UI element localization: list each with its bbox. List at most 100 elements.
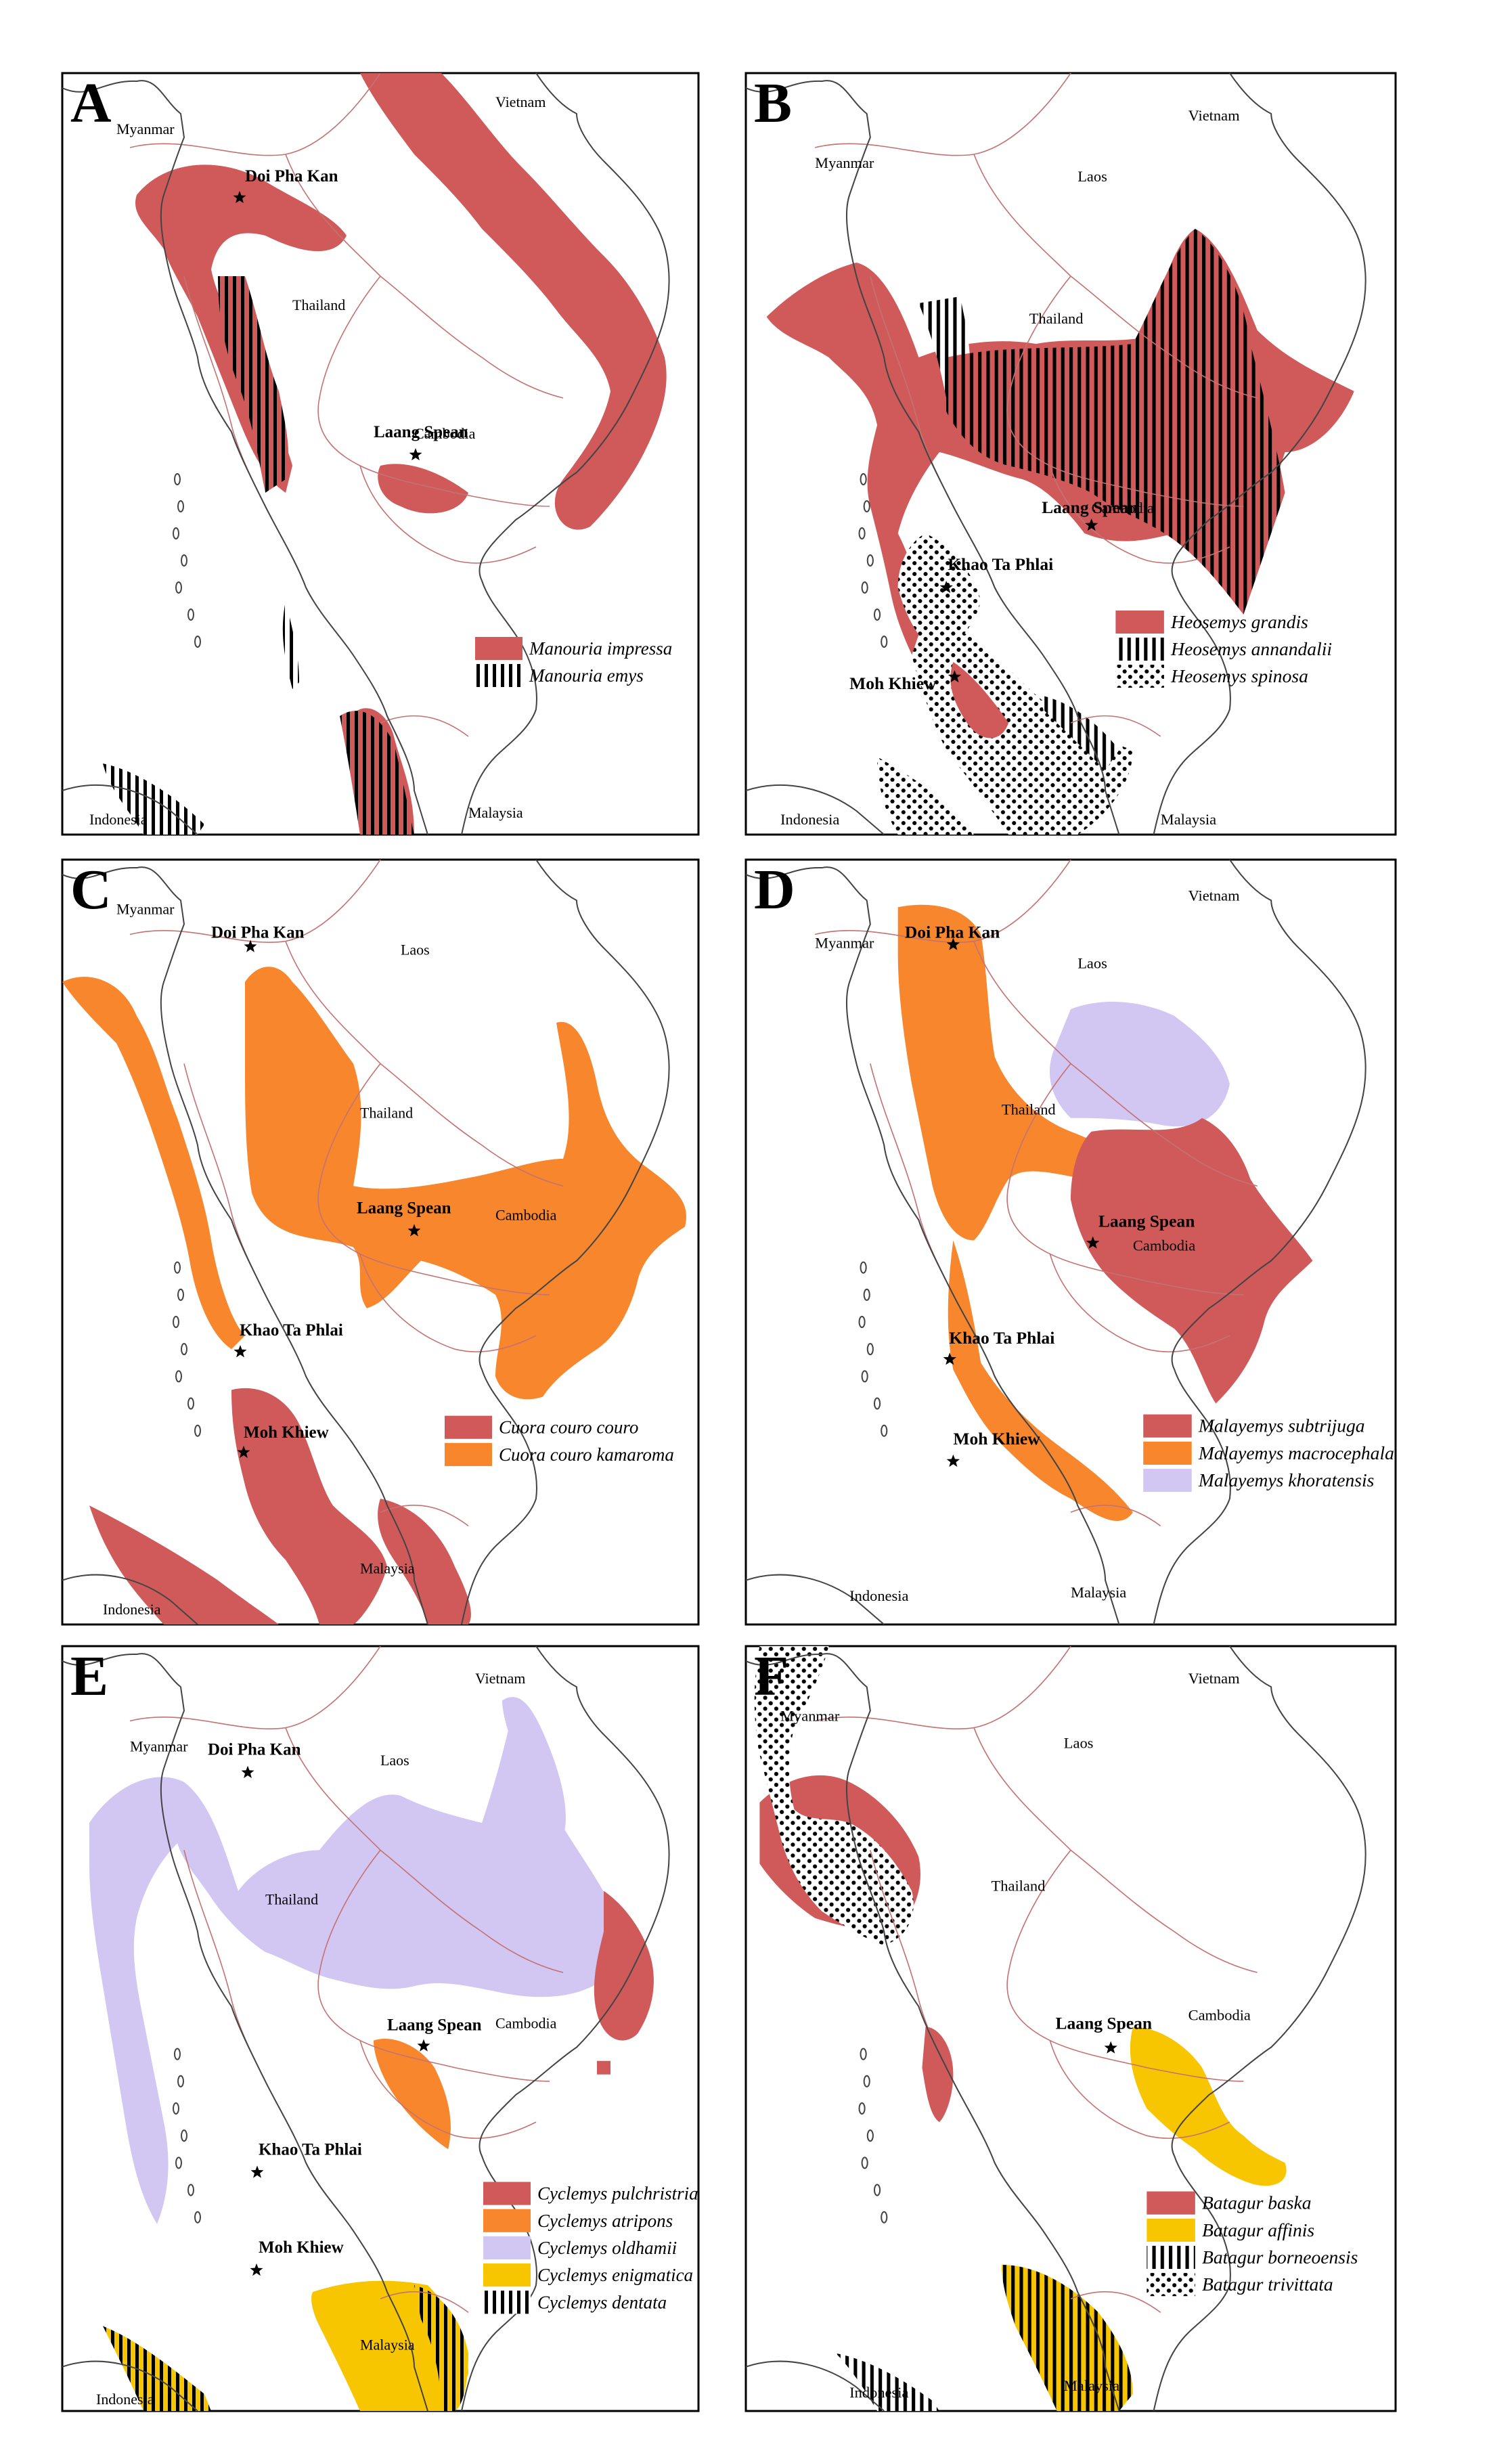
range-shape-3 (946, 229, 1285, 615)
map-content: Myanmar Vietnam Thailand Cambodia Indonesia M… (62, 73, 672, 835)
island (881, 2211, 888, 2224)
legend-swatch (1147, 2191, 1195, 2215)
map-panel-a: Myanmar Vietnam Thailand Cambodia Indonesia M… (61, 72, 700, 836)
site-star-icon (1084, 518, 1098, 531)
legend-swatch (475, 637, 522, 660)
map-body: Myanmar Vietnam Laos Thailand Cambodia Malays… (62, 1646, 698, 2411)
panel-letter: B (754, 72, 792, 135)
site-label: Doi Pha Kan (211, 923, 305, 942)
island (175, 2157, 182, 2169)
country-label: Thailand (1029, 310, 1084, 327)
site-star-icon (409, 448, 422, 461)
country-label: Indonesia (849, 2384, 908, 2401)
country-border (285, 941, 564, 1187)
country-border (1006, 275, 1244, 507)
range-shape-7 (414, 2285, 468, 2411)
island (181, 2129, 187, 2142)
country-border (814, 73, 1071, 156)
range-shape-3 (594, 1890, 654, 2041)
coastline (62, 73, 670, 835)
range-shape-7 (340, 711, 414, 835)
site-star-icon (1086, 1236, 1100, 1249)
site-star-icon (250, 2263, 263, 2276)
legend-label: Malayemys khoratensis (1198, 1470, 1374, 1490)
range-shape-5 (912, 615, 1133, 835)
site-label: Khao Ta Phlai (949, 1329, 1054, 1348)
legend-swatch (1143, 1441, 1192, 1465)
country-border (285, 1727, 564, 1973)
range-shape-2 (502, 1697, 566, 1837)
range-shape-6 (1043, 696, 1119, 770)
country-label: Malaysia (360, 2337, 415, 2353)
range-shape-3 (378, 464, 468, 514)
island (858, 1315, 866, 1329)
site-star-icon (233, 191, 246, 204)
country-label: Cambodia (495, 2014, 557, 2031)
island (866, 554, 874, 567)
legend-label: Batagur baska (1202, 2193, 1311, 2213)
site-label: Moh Khiew (953, 1430, 1040, 1448)
island (174, 473, 181, 485)
map-body: Myanmar Laos Thailand Cambodia Indonesia Mala… (62, 860, 686, 1624)
map-content: Myanmar Vietnam Laos Thailand Cambodia Indone… (746, 860, 1394, 1624)
map-panel-e: Myanmar Vietnam Laos Thailand Cambodia Malays… (61, 1645, 700, 2412)
legend-swatch (483, 2236, 531, 2260)
country-label: Indonesia (103, 1601, 161, 1618)
site-label: Moh Khiew (259, 2238, 344, 2257)
island (173, 2102, 179, 2115)
country-label: Malaysia (1161, 811, 1216, 828)
country-label: Vietnam (495, 93, 546, 110)
legend-label: Batagur affinis (1202, 2220, 1314, 2240)
country-label: Laos (380, 1752, 409, 1769)
island (863, 1288, 870, 1301)
country-border (1049, 2040, 1230, 2139)
range-shape-5 (1001, 2265, 1133, 2411)
legend-label: Malayemys macrocephala (1198, 1443, 1394, 1463)
country-border (973, 1727, 1258, 1973)
island (194, 2211, 201, 2224)
island (177, 500, 184, 512)
legend-swatch (1115, 638, 1164, 661)
country-label: Myanmar (116, 120, 175, 137)
island (860, 1261, 867, 1274)
country-label: Cambodia (1188, 2007, 1251, 2024)
country-label: Malaysia (1071, 1584, 1126, 1601)
site-star-icon (250, 2165, 264, 2178)
panel-letter: C (70, 858, 112, 921)
range-shape-2 (360, 73, 667, 530)
country-label: Laos (1077, 168, 1107, 185)
map-content: Myanmar Vietnam Laos Thailand Cambodia Indone… (746, 1646, 1366, 2411)
country-border (380, 715, 469, 737)
island (173, 1315, 179, 1329)
country-border (317, 1849, 550, 2082)
site-label: Moh Khiew (244, 1423, 329, 1442)
island (194, 1424, 201, 1437)
island (861, 2157, 868, 2169)
map-body: Myanmar Vietnam Laos Thailand Cambodia Indone… (746, 73, 1366, 835)
legend-label: Manouria emys (529, 665, 644, 686)
country-label: Thailand (265, 1891, 318, 1908)
panel-frame (744, 1645, 1397, 2412)
range-shape-4 (1130, 2027, 1287, 2186)
country-label: Laos (401, 942, 430, 958)
range-shape-5 (218, 276, 289, 493)
range-shape-1 (62, 977, 245, 1350)
range-shape-3 (1049, 1002, 1230, 1127)
legend-label: Batagur borneoensis (1202, 2247, 1358, 2268)
country-label: Vietnam (475, 1670, 525, 1687)
island (174, 2048, 181, 2060)
country-border (129, 860, 381, 943)
country-label: Laos (1064, 1735, 1094, 1752)
island (873, 2184, 881, 2196)
panel-letter: D (754, 858, 795, 921)
country-border (1049, 1254, 1230, 1352)
site-label: Khao Ta Phlai (948, 555, 1053, 574)
map-content: Myanmar Vietnam Laos Thailand Cambodia Malays… (62, 1646, 698, 2411)
legend-swatch (1147, 2273, 1195, 2297)
range-shape-1 (135, 164, 347, 493)
site-label: Moh Khiew (849, 674, 937, 693)
island (866, 1343, 874, 1356)
legend-swatch (483, 2209, 531, 2232)
coastline (746, 1646, 1366, 2411)
